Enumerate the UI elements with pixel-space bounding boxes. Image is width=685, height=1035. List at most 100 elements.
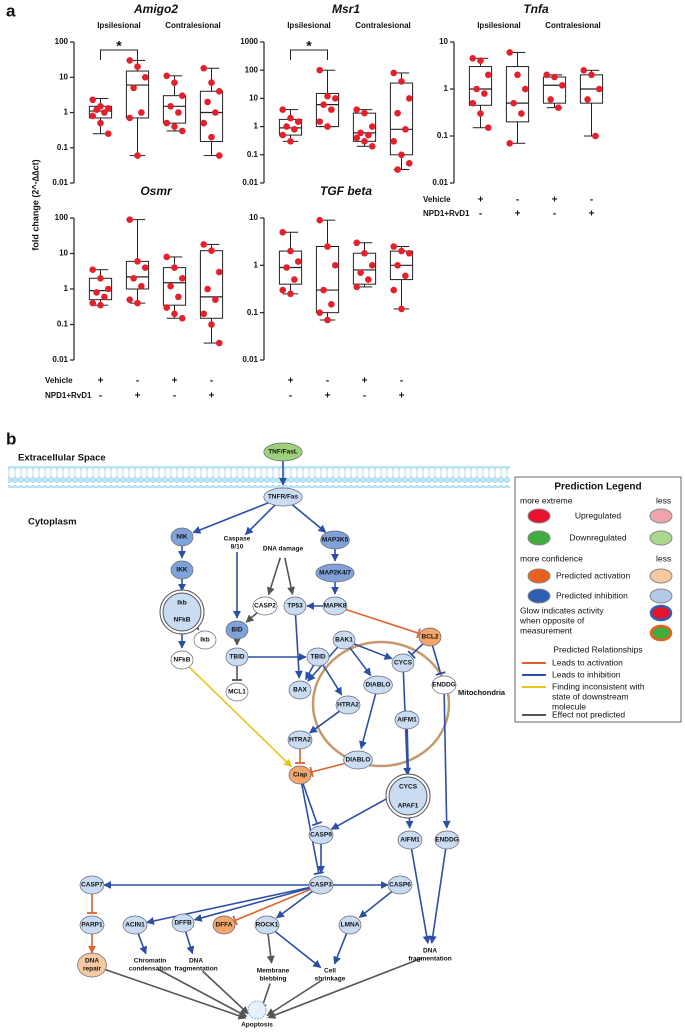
node — [171, 913, 195, 933]
node — [225, 682, 249, 702]
edge — [305, 664, 315, 681]
data-point — [405, 249, 413, 257]
y-tick-label: 1 — [64, 108, 69, 117]
data-point — [279, 131, 287, 139]
sign: - — [479, 209, 482, 220]
node — [263, 442, 303, 462]
node-label: Chromatin — [134, 958, 167, 965]
data-point — [481, 90, 488, 97]
y-tick-label: 0.1 — [247, 150, 259, 159]
data-point — [126, 216, 134, 223]
data-point — [287, 114, 294, 122]
data-point — [328, 301, 335, 308]
data-point — [484, 124, 492, 132]
legend: Prediction Legend more extreme less Upre… — [514, 476, 682, 723]
node — [252, 596, 278, 616]
edge — [309, 709, 342, 734]
node-label: ROCK1 — [256, 922, 279, 929]
legend-swatch — [649, 530, 673, 546]
edge — [322, 664, 343, 696]
edge — [348, 646, 372, 677]
data-point — [291, 276, 298, 283]
data-point — [175, 293, 182, 301]
node-label: NIK — [176, 534, 188, 541]
row-label: Vehicle — [423, 195, 451, 204]
y-tick-label: 1 — [444, 84, 449, 93]
data-point — [208, 321, 215, 328]
node — [170, 650, 194, 670]
data-point — [104, 130, 112, 138]
edge — [311, 761, 350, 773]
sign: + — [209, 391, 215, 402]
y-tick-label: 100 — [245, 65, 259, 74]
data-point — [101, 109, 108, 116]
box — [199, 90, 224, 143]
node-label: HTRA2 — [289, 737, 311, 744]
data-point — [134, 152, 141, 159]
node — [308, 825, 334, 845]
sign: + — [362, 376, 368, 387]
node-label: BCL2 — [422, 634, 439, 641]
group-label: Ipsilesional — [477, 21, 521, 30]
data-point — [134, 258, 141, 265]
node-label: DIABLO — [366, 682, 391, 689]
legend-text: Finding inconsistent with — [552, 681, 645, 691]
mitochondria — [311, 640, 451, 768]
data-point — [134, 63, 141, 70]
data-point — [287, 247, 294, 255]
node-label: ACIN1 — [125, 922, 145, 929]
box — [315, 245, 340, 314]
sign: - — [326, 376, 329, 387]
box — [468, 66, 493, 106]
y-tick-label: 10 — [59, 249, 68, 258]
node — [418, 627, 442, 647]
edge — [352, 642, 393, 660]
data-point — [595, 85, 603, 93]
edges — [87, 461, 451, 1020]
legend-swatch — [527, 588, 551, 604]
edge — [359, 693, 377, 750]
data-point — [588, 71, 595, 79]
edge — [294, 614, 303, 679]
legend-swatch — [649, 624, 673, 642]
legend-text: Predicted Relationships — [553, 644, 642, 654]
legend-swatch — [649, 588, 673, 604]
node-label: fragmentation — [408, 956, 451, 963]
node — [320, 530, 350, 550]
chart-title: TGF beta — [320, 184, 372, 198]
region-label: Mitochondria — [458, 688, 506, 697]
data-point — [484, 71, 492, 79]
data-point — [405, 95, 413, 102]
data-point — [294, 118, 302, 125]
node — [79, 875, 105, 895]
data-point — [320, 101, 327, 108]
complex — [162, 592, 202, 632]
node-label: DNA — [85, 958, 99, 965]
sign: + — [478, 195, 484, 206]
node-label: TNF/FasL — [268, 449, 298, 456]
region-label: Cytoplasm — [28, 517, 77, 528]
data-point — [328, 106, 335, 113]
row-label: NPD1+RvD1 — [45, 391, 92, 400]
data-point — [402, 272, 409, 280]
inhibition-bar — [232, 915, 238, 926]
data-point — [178, 275, 186, 282]
data-point — [361, 109, 368, 117]
data-point — [163, 119, 171, 127]
data-point — [473, 85, 480, 93]
y-tick-label: 100 — [55, 213, 69, 222]
data-point — [353, 134, 361, 142]
legend-text: less — [656, 495, 671, 505]
data-point — [171, 310, 178, 318]
data-point — [167, 282, 174, 290]
data-point — [279, 106, 287, 113]
data-point — [175, 109, 182, 116]
y-tick-label: 0.01 — [432, 178, 448, 187]
edge — [302, 783, 318, 824]
data-point — [353, 239, 361, 247]
edge — [431, 645, 442, 674]
y-tick-label: 1 — [64, 284, 69, 293]
data-point — [130, 84, 137, 92]
data-point — [592, 132, 599, 140]
